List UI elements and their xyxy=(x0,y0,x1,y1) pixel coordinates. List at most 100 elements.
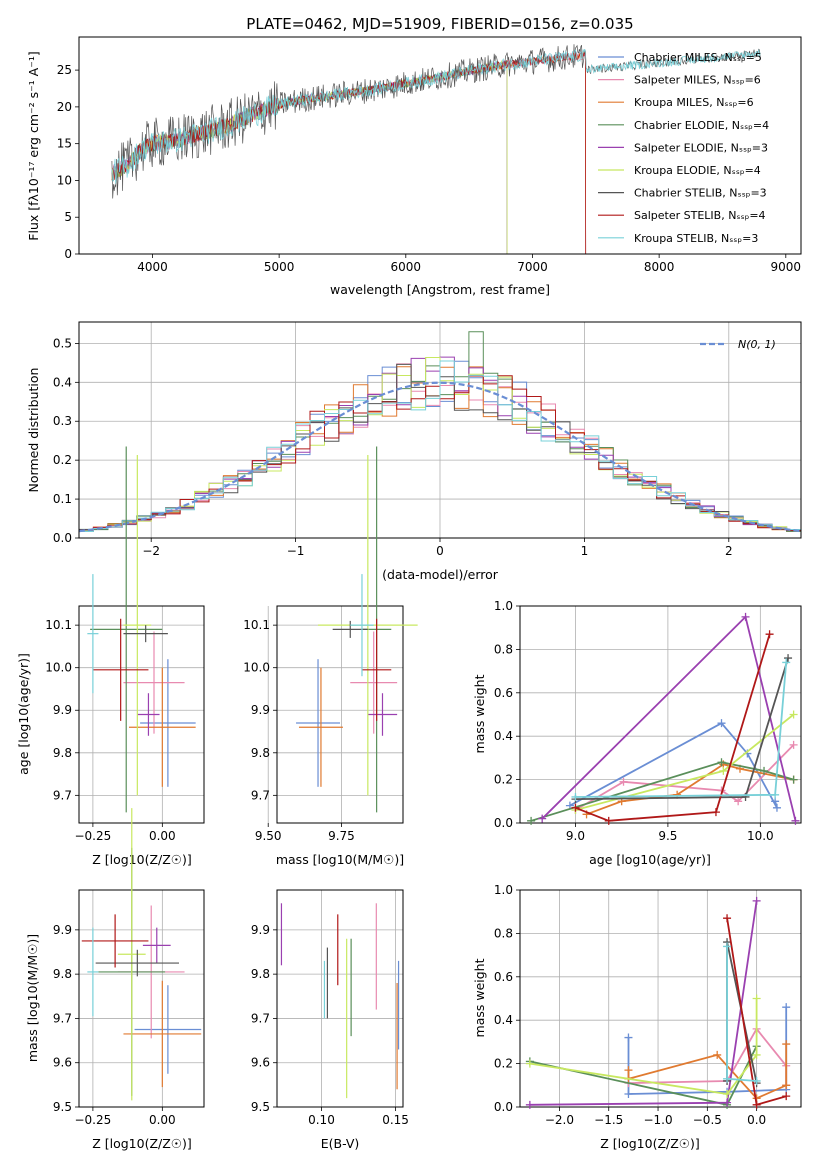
x-tick-label: 10.0 xyxy=(747,829,774,843)
y-tick-label: 10.1 xyxy=(243,618,270,632)
weight-point-kroupa_stelib xyxy=(571,792,580,801)
weight-vs-age-panel: 9.0 9.5 10.0 0.0 0.2 0.4 0.6 0.8 1.0 age [log10(… xyxy=(472,599,802,867)
plot-frame xyxy=(276,889,404,1108)
weight-point-chabrier_miles xyxy=(782,1003,791,1012)
y-tick-label: 10.1 xyxy=(45,618,72,632)
y-tick-label: 9.7 xyxy=(251,788,270,802)
y-tick-label: 0.3 xyxy=(53,414,72,428)
plot-frame xyxy=(519,889,802,1108)
mass-vs-z-xlabel: Z [log10(Z/Z☉)] xyxy=(92,1136,192,1151)
residual-histogram-panel: −2 −1 0 1 2 0.0 0.1 0.2 0.3 0.4 0.5 N(0, 1) (data-… xyxy=(26,321,802,582)
plot-frame xyxy=(276,605,404,824)
mass-vs-z-plot: −0.25 0.00 9.5 9.6 9.7 9.8 9.9 xyxy=(53,808,205,1127)
age-vs-z-ylabel: age [log10(age/yr)] xyxy=(16,653,31,775)
weight-point-chabrier_elodie xyxy=(760,766,769,775)
y-tick-label: 9.6 xyxy=(251,1056,270,1070)
x-tick-label: −0.25 xyxy=(74,1113,111,1127)
spectrum-legend: Chabrier MILES, Nₛₛₚ=5 Salpeter MILES, Nₛ… xyxy=(598,51,769,245)
weight-point-salpeter_stelib xyxy=(723,914,732,923)
weight-point-kroupa_elodie xyxy=(789,710,798,719)
plot-frame xyxy=(78,889,205,1108)
weight-point-kroupa_stelib xyxy=(723,1074,732,1083)
legend-normal-label: N(0, 1) xyxy=(738,338,776,351)
y-tick-label: 0.2 xyxy=(494,1057,513,1071)
age-vs-z-panel: −0.25 0.00 9.7 9.8 9.9 10.0 10.1 Z [log10(Z/Z☉… xyxy=(16,446,205,867)
spectrum-xlabel: wavelength [Angstrom, rest frame] xyxy=(330,282,550,297)
weight-point-salpeter_stelib xyxy=(711,808,720,817)
x-tick-label: 9.50 xyxy=(255,829,282,843)
weight-point-salpeter_elodie xyxy=(752,896,761,905)
x-tick-label: 7000 xyxy=(517,260,548,274)
weight-vs-z-ylabel: mass weight xyxy=(472,958,487,1037)
weight-point-kroupa_elodie xyxy=(723,1089,732,1098)
x-tick-label: −0.25 xyxy=(74,829,111,843)
x-tick-label: 4000 xyxy=(137,260,168,274)
legend-label-salpeter_elodie: Salpeter ELODIE, Nₛₛₚ=3 xyxy=(634,141,768,154)
y-tick-label: 9.5 xyxy=(251,1100,270,1114)
spectrum-ylabel: Flux [fλ10⁻¹⁷ erg cm⁻² s⁻¹ A⁻¹] xyxy=(26,51,41,240)
x-tick-label: 6000 xyxy=(391,260,422,274)
y-tick-label: 5 xyxy=(64,210,72,224)
weight-point-chabrier_elodie xyxy=(527,816,536,825)
x-tick-label: 9000 xyxy=(771,260,802,274)
weight-point-chabrier_miles xyxy=(624,1089,633,1098)
y-tick-label: 9.7 xyxy=(53,788,72,802)
weight-vs-z-plot: −2.0 −1.5 −1.0 −0.5 0.0 0.0 0.2 0.4 0.6 0.8 1.0 xyxy=(494,883,802,1127)
x-tick-label: 1 xyxy=(581,544,589,558)
y-tick-label: 1.0 xyxy=(494,883,513,897)
weight-point-chabrier_miles xyxy=(717,719,726,728)
legend-label-chabrier_elodie: Chabrier ELODIE, Nₛₛₚ=4 xyxy=(634,119,769,132)
y-tick-label: 0.6 xyxy=(494,686,513,700)
weight-point-kroupa_stelib xyxy=(752,1076,761,1085)
x-tick-label: −0.5 xyxy=(693,1113,722,1127)
legend-label-salpeter_stelib: Salpeter STELIB, Nₛₛₚ=4 xyxy=(634,209,766,222)
x-tick-label: 0.15 xyxy=(382,1113,409,1127)
weight-point-kroupa_elodie xyxy=(752,1050,761,1059)
legend-label-chabrier_stelib: Chabrier STELIB, Nₛₛₚ=3 xyxy=(634,187,767,200)
mass-vs-z-ylabel: mass [log10(M/M☉)] xyxy=(25,934,40,1062)
y-tick-label: 9.8 xyxy=(53,746,72,760)
y-tick-label: 0 xyxy=(64,247,72,261)
weight-point-kroupa_stelib xyxy=(771,790,780,799)
weight-line-kroupa_elodie xyxy=(529,998,758,1095)
y-tick-label: 0.2 xyxy=(494,773,513,787)
spectrum-line-kroupa_stelib xyxy=(111,49,761,184)
weight-point-salpeter_miles xyxy=(789,740,798,749)
spectrum-title: PLATE=0462, MJD=51909, FIBERID=0156, z=0… xyxy=(246,15,633,33)
y-tick-label: 0.8 xyxy=(494,926,513,940)
y-tick-label: 0.4 xyxy=(53,375,72,389)
x-tick-label: 8000 xyxy=(644,260,675,274)
x-tick-label: −1.5 xyxy=(594,1113,623,1127)
weight-vs-z-panel: −2.0 −1.5 −1.0 −0.5 0.0 0.0 0.2 0.4 0.6 0.8 1.0 Z … xyxy=(472,883,802,1151)
y-tick-label: 9.9 xyxy=(53,703,72,717)
y-tick-label: 0.0 xyxy=(494,1100,513,1114)
weight-line-salpeter_stelib xyxy=(575,633,771,822)
x-tick-label: −1.0 xyxy=(643,1113,672,1127)
spectrum-axes: 4000 5000 6000 7000 8000 9000 0 5 10 15 20 25 xyxy=(57,36,802,274)
weight-point-chabrier_elodie xyxy=(717,758,726,767)
weight-point-salpeter_stelib xyxy=(752,1100,761,1109)
legend-label-salpeter_miles: Salpeter MILES, Nₛₛₚ=6 xyxy=(634,74,761,87)
y-tick-label: 9.9 xyxy=(251,703,270,717)
y-tick-label: 9.8 xyxy=(251,967,270,981)
mass-vs-ebv-panel: 0.10 0.15 9.5 9.6 9.7 9.8 9.9 E(B-V) xyxy=(251,889,409,1151)
y-tick-label: 0.0 xyxy=(53,531,72,545)
weight-point-kroupa_miles xyxy=(624,1066,633,1075)
weight-point-chabrier_elodie xyxy=(789,775,798,784)
y-tick-label: 0.6 xyxy=(494,970,513,984)
y-tick-label: 10.0 xyxy=(243,661,270,675)
y-tick-label: 10.0 xyxy=(45,661,72,675)
weight-point-salpeter_miles xyxy=(619,777,628,786)
plot-frame xyxy=(78,605,205,824)
y-tick-label: 10 xyxy=(57,173,72,187)
weight-line-kroupa_miles xyxy=(586,763,794,816)
weight-point-salpeter_stelib xyxy=(765,630,774,639)
x-tick-label: 9.75 xyxy=(328,829,355,843)
x-tick-label: 0.0 xyxy=(747,1113,766,1127)
legend-label-kroupa_miles: Kroupa MILES, Nₛₛₚ=6 xyxy=(634,96,754,109)
weight-vs-age-xlabel: age [log10(age/yr)] xyxy=(589,852,711,867)
x-tick-label: 0 xyxy=(436,544,444,558)
histogram-marks xyxy=(78,331,802,538)
y-tick-label: 0.8 xyxy=(494,642,513,656)
weight-point-kroupa_elodie xyxy=(525,1059,534,1068)
